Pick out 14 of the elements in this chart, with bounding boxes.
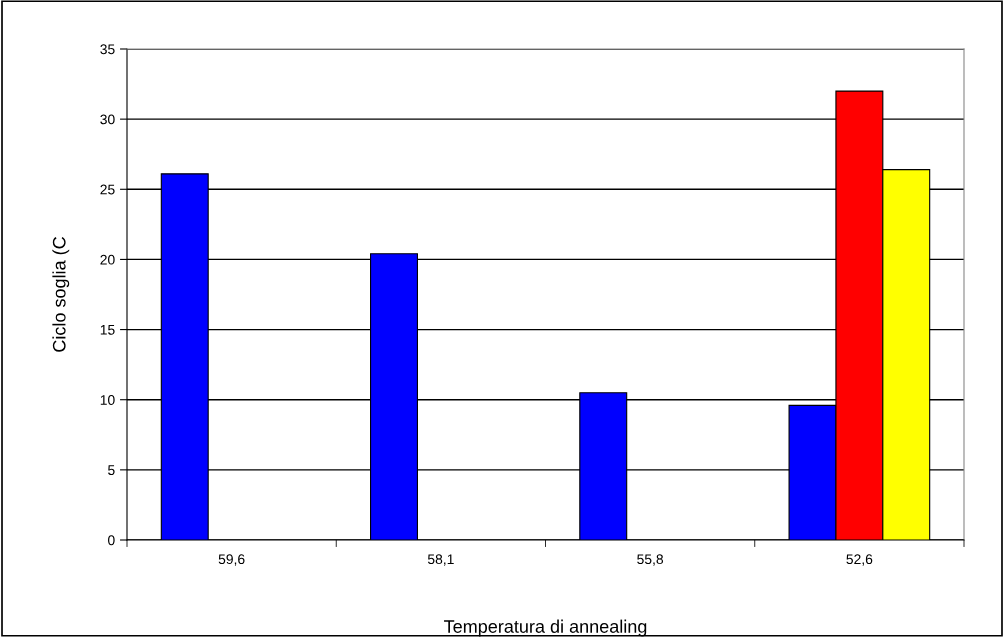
y-tick-label: 20 [100,254,115,265]
y-tick-label: 15 [100,325,115,335]
y-tick-label: 10 [100,395,115,405]
x-tick-label: 58,1 [427,554,454,566]
x-tick-label: 59,6 [218,554,245,566]
y-tick-label: 35 [100,44,115,55]
y-tick-label: 30 [100,114,115,125]
x-tick-label: 55,8 [637,554,664,566]
y-tick-label: 25 [100,184,115,195]
y-tick-label: 5 [108,465,115,476]
y-tick-label: 0 [108,535,115,546]
y-axis-title: Ciclo soglia (C [52,236,70,352]
x-axis-title: Temperatura di annealing [444,619,647,637]
x-tick-label: 52,6 [846,554,873,566]
